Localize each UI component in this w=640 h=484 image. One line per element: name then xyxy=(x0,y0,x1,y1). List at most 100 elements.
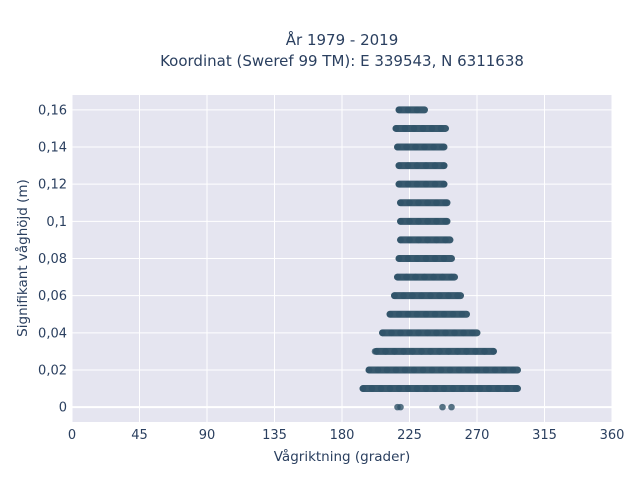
data-point xyxy=(427,348,434,355)
data-point xyxy=(433,199,440,207)
data-point xyxy=(424,199,431,207)
data-point xyxy=(439,403,446,411)
data-point xyxy=(433,218,440,225)
x-tick-label: 315 xyxy=(532,428,557,443)
data-point xyxy=(413,385,421,392)
data-point xyxy=(449,385,457,392)
y-tick-label: 0,12 xyxy=(38,178,67,193)
data-point xyxy=(410,366,418,374)
data-point xyxy=(418,292,425,299)
y-tick-label: 0,14 xyxy=(38,141,67,156)
data-point xyxy=(397,329,404,337)
chart-title-line-2: Koordinat (Sweref 99 TM): E 339543, N 63… xyxy=(160,52,524,70)
data-point xyxy=(418,348,425,355)
data-point xyxy=(428,366,436,374)
data-point xyxy=(437,366,445,374)
data-point xyxy=(395,106,403,114)
data-point xyxy=(473,366,481,374)
data-point xyxy=(406,236,413,244)
data-point xyxy=(413,310,421,318)
data-point xyxy=(409,292,416,299)
data-point xyxy=(404,106,412,114)
data-point xyxy=(437,125,445,132)
data-point xyxy=(472,348,479,355)
data-point xyxy=(419,366,427,374)
y-tick-label: 0,16 xyxy=(38,103,67,118)
x-tick-label: 180 xyxy=(330,428,355,443)
data-point xyxy=(440,180,448,188)
data-point xyxy=(433,236,440,244)
data-point xyxy=(415,218,422,225)
data-point xyxy=(445,292,452,299)
data-point xyxy=(391,292,398,299)
x-tick-label: 90 xyxy=(199,428,216,443)
data-point xyxy=(413,255,421,262)
data-point xyxy=(383,366,391,374)
data-point xyxy=(454,348,461,355)
data-point xyxy=(413,106,421,114)
y-tick-label: 0,08 xyxy=(38,252,67,267)
x-tick-label: 225 xyxy=(397,428,422,443)
data-point xyxy=(406,329,413,337)
data-point xyxy=(395,162,403,169)
x-tick-label: 360 xyxy=(600,428,625,443)
data-point xyxy=(368,385,376,392)
data-point xyxy=(401,125,409,132)
data-point xyxy=(422,162,430,169)
x-tick-label: 270 xyxy=(465,428,490,443)
data-point xyxy=(491,366,499,374)
data-point xyxy=(404,180,412,188)
data-point xyxy=(440,162,448,169)
data-point xyxy=(395,180,403,188)
data-point xyxy=(440,255,448,262)
data-point xyxy=(386,310,394,318)
data-point xyxy=(392,366,400,374)
chart-title-line-1: År 1979 - 2019 xyxy=(286,30,399,49)
data-point xyxy=(401,366,409,374)
data-point xyxy=(365,366,373,374)
data-point xyxy=(392,125,400,132)
data-point xyxy=(458,310,466,318)
data-point xyxy=(406,199,413,207)
data-point xyxy=(403,143,410,151)
data-point xyxy=(431,180,439,188)
data-point xyxy=(415,329,422,337)
data-point xyxy=(404,255,412,262)
data-point xyxy=(427,292,434,299)
data-point xyxy=(391,348,398,355)
y-axis-title: Signifikant våghöjd (m) xyxy=(14,179,31,337)
data-point xyxy=(449,310,457,318)
data-point xyxy=(430,143,437,151)
data-point xyxy=(509,366,517,374)
data-point xyxy=(413,180,421,188)
data-point xyxy=(403,273,410,281)
data-point xyxy=(424,329,431,337)
data-point xyxy=(469,329,476,337)
data-point xyxy=(415,236,422,244)
data-point xyxy=(442,329,449,337)
data-point xyxy=(422,385,430,392)
data-point xyxy=(463,348,470,355)
data-point xyxy=(395,310,403,318)
data-point xyxy=(400,292,407,299)
data-point xyxy=(359,385,367,392)
data-point xyxy=(406,218,413,225)
data-point xyxy=(410,125,418,132)
data-point xyxy=(404,162,412,169)
data-point xyxy=(419,125,427,132)
y-tick-label: 0,02 xyxy=(38,363,67,378)
data-point xyxy=(421,143,428,151)
data-point xyxy=(424,218,431,225)
data-point xyxy=(454,292,461,299)
data-point xyxy=(422,255,430,262)
data-point xyxy=(415,199,422,207)
data-point xyxy=(421,273,428,281)
x-tick-labels: 0 45 90 135 180 225 270 315 360 xyxy=(68,428,625,443)
y-tick-label: 0,1 xyxy=(46,215,67,230)
data-point xyxy=(436,348,443,355)
data-point xyxy=(422,310,430,318)
data-point xyxy=(500,366,508,374)
data-point xyxy=(485,385,493,392)
